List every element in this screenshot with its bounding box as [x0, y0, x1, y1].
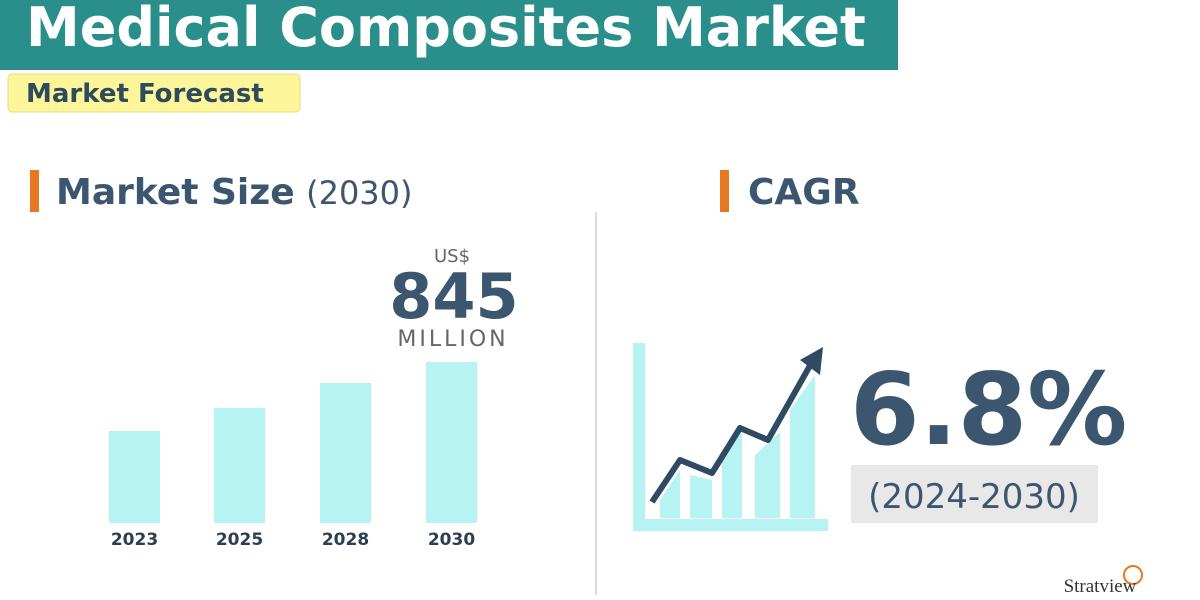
bar: [109, 430, 160, 523]
bar: [214, 407, 265, 523]
unit: MILLION: [397, 327, 508, 352]
bar-label: 2028: [322, 530, 369, 550]
cagr-label: CAGR: [748, 172, 860, 213]
section-heading: Market Size (2030): [56, 172, 413, 213]
cagr-value: 6.8%: [850, 351, 1127, 468]
logo: Stratview: [1064, 576, 1137, 597]
bar-label: 2030: [428, 530, 475, 550]
market-size-label: Market Size: [56, 172, 295, 213]
bar: [320, 382, 371, 523]
subtitle: Market Forecast: [26, 79, 264, 109]
subtitle-box: [7, 73, 301, 113]
year-label: (2030): [306, 174, 412, 212]
title: Medical Composites Market: [26, 0, 866, 59]
section-marker: [720, 170, 729, 212]
bar-label: 2023: [111, 530, 158, 550]
logo-icon: [1123, 565, 1143, 585]
section-marker: [30, 170, 39, 212]
period-box: [851, 465, 1098, 523]
bar-label: 2025: [216, 530, 263, 550]
header-band: [0, 0, 898, 70]
cagr-icon: [633, 343, 828, 531]
bar: [426, 362, 477, 523]
currency: US$: [434, 246, 470, 267]
market-size-value: 845: [389, 260, 518, 333]
cagr-period: (2024-2030): [868, 477, 1080, 517]
